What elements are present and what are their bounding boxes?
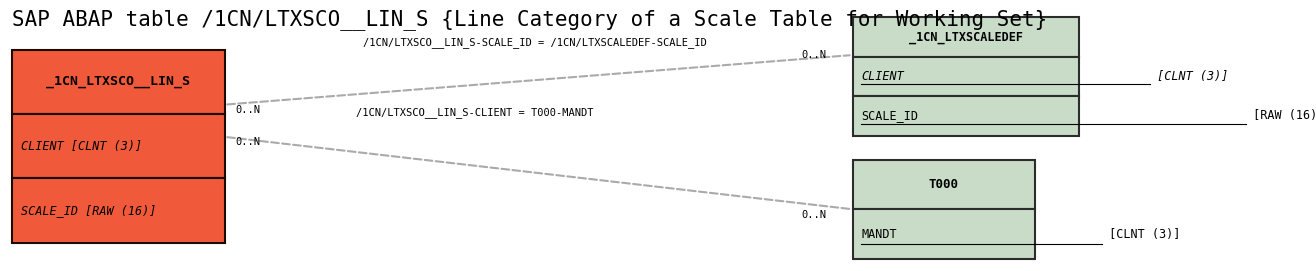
Text: 0..N: 0..N xyxy=(236,105,261,115)
Text: SCALE_ID [RAW (16)]: SCALE_ID [RAW (16)] xyxy=(21,204,157,217)
Text: _1CN_LTXSCALEDEF: _1CN_LTXSCALEDEF xyxy=(909,31,1023,44)
Text: [CLNT (3)]: [CLNT (3)] xyxy=(1150,70,1228,83)
Text: SCALE_ID: SCALE_ID xyxy=(861,109,919,122)
FancyBboxPatch shape xyxy=(853,160,1036,209)
FancyBboxPatch shape xyxy=(12,50,225,114)
Text: 0..N: 0..N xyxy=(801,50,826,60)
FancyBboxPatch shape xyxy=(853,18,1079,57)
Text: CLIENT [CLNT (3)]: CLIENT [CLNT (3)] xyxy=(21,140,142,153)
Text: /1CN/LTXSCO__LIN_S-CLIENT = T000-MANDT: /1CN/LTXSCO__LIN_S-CLIENT = T000-MANDT xyxy=(357,107,594,118)
FancyBboxPatch shape xyxy=(853,96,1079,136)
Text: T000: T000 xyxy=(929,178,959,191)
FancyBboxPatch shape xyxy=(12,178,225,243)
FancyBboxPatch shape xyxy=(853,209,1036,259)
Text: /1CN/LTXSCO__LIN_S-SCALE_ID = /1CN/LTXSCALEDEF-SCALE_ID: /1CN/LTXSCO__LIN_S-SCALE_ID = /1CN/LTXSC… xyxy=(363,37,707,48)
Text: 0..N: 0..N xyxy=(801,210,826,220)
Text: 0..N: 0..N xyxy=(236,137,261,147)
Text: CLIENT: CLIENT xyxy=(861,70,904,83)
Text: SAP ABAP table /1CN/LTXSCO__LIN_S {Line Category of a Scale Table for Working Se: SAP ABAP table /1CN/LTXSCO__LIN_S {Line … xyxy=(12,9,1048,30)
Text: MANDT: MANDT xyxy=(861,228,896,241)
Text: [CLNT (3)]: [CLNT (3)] xyxy=(1101,228,1180,241)
Text: [RAW (16)]: [RAW (16)] xyxy=(1246,109,1316,122)
FancyBboxPatch shape xyxy=(12,114,225,178)
Text: _1CN_LTXSCO__LIN_S: _1CN_LTXSCO__LIN_S xyxy=(46,75,191,88)
FancyBboxPatch shape xyxy=(853,57,1079,96)
